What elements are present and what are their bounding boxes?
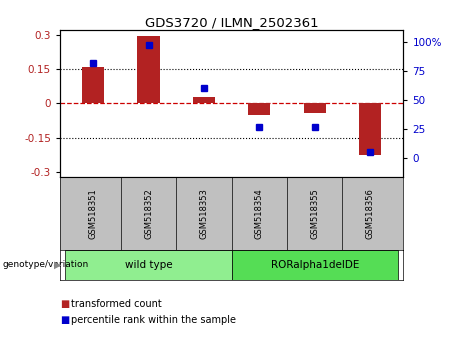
Text: GSM518355: GSM518355 xyxy=(310,188,319,239)
Text: ■: ■ xyxy=(60,315,69,325)
Text: RORalpha1delDE: RORalpha1delDE xyxy=(271,260,359,270)
Bar xyxy=(232,250,398,280)
Text: ▶: ▶ xyxy=(54,260,62,270)
Text: percentile rank within the sample: percentile rank within the sample xyxy=(71,315,236,325)
Text: transformed count: transformed count xyxy=(71,299,162,309)
Text: GSM518354: GSM518354 xyxy=(255,188,264,239)
Text: genotype/variation: genotype/variation xyxy=(2,261,89,269)
Title: GDS3720 / ILMN_2502361: GDS3720 / ILMN_2502361 xyxy=(145,16,319,29)
Bar xyxy=(193,97,215,103)
Text: GSM518356: GSM518356 xyxy=(366,188,375,239)
Text: GSM518351: GSM518351 xyxy=(89,188,98,239)
Text: GSM518352: GSM518352 xyxy=(144,188,153,239)
Bar xyxy=(82,67,104,103)
Bar xyxy=(359,103,381,155)
Bar xyxy=(248,103,271,114)
Bar xyxy=(304,103,326,113)
Bar xyxy=(65,250,232,280)
Text: GSM518353: GSM518353 xyxy=(200,188,208,239)
Text: ■: ■ xyxy=(60,299,69,309)
Bar xyxy=(137,36,160,103)
Text: wild type: wild type xyxy=(125,260,172,270)
